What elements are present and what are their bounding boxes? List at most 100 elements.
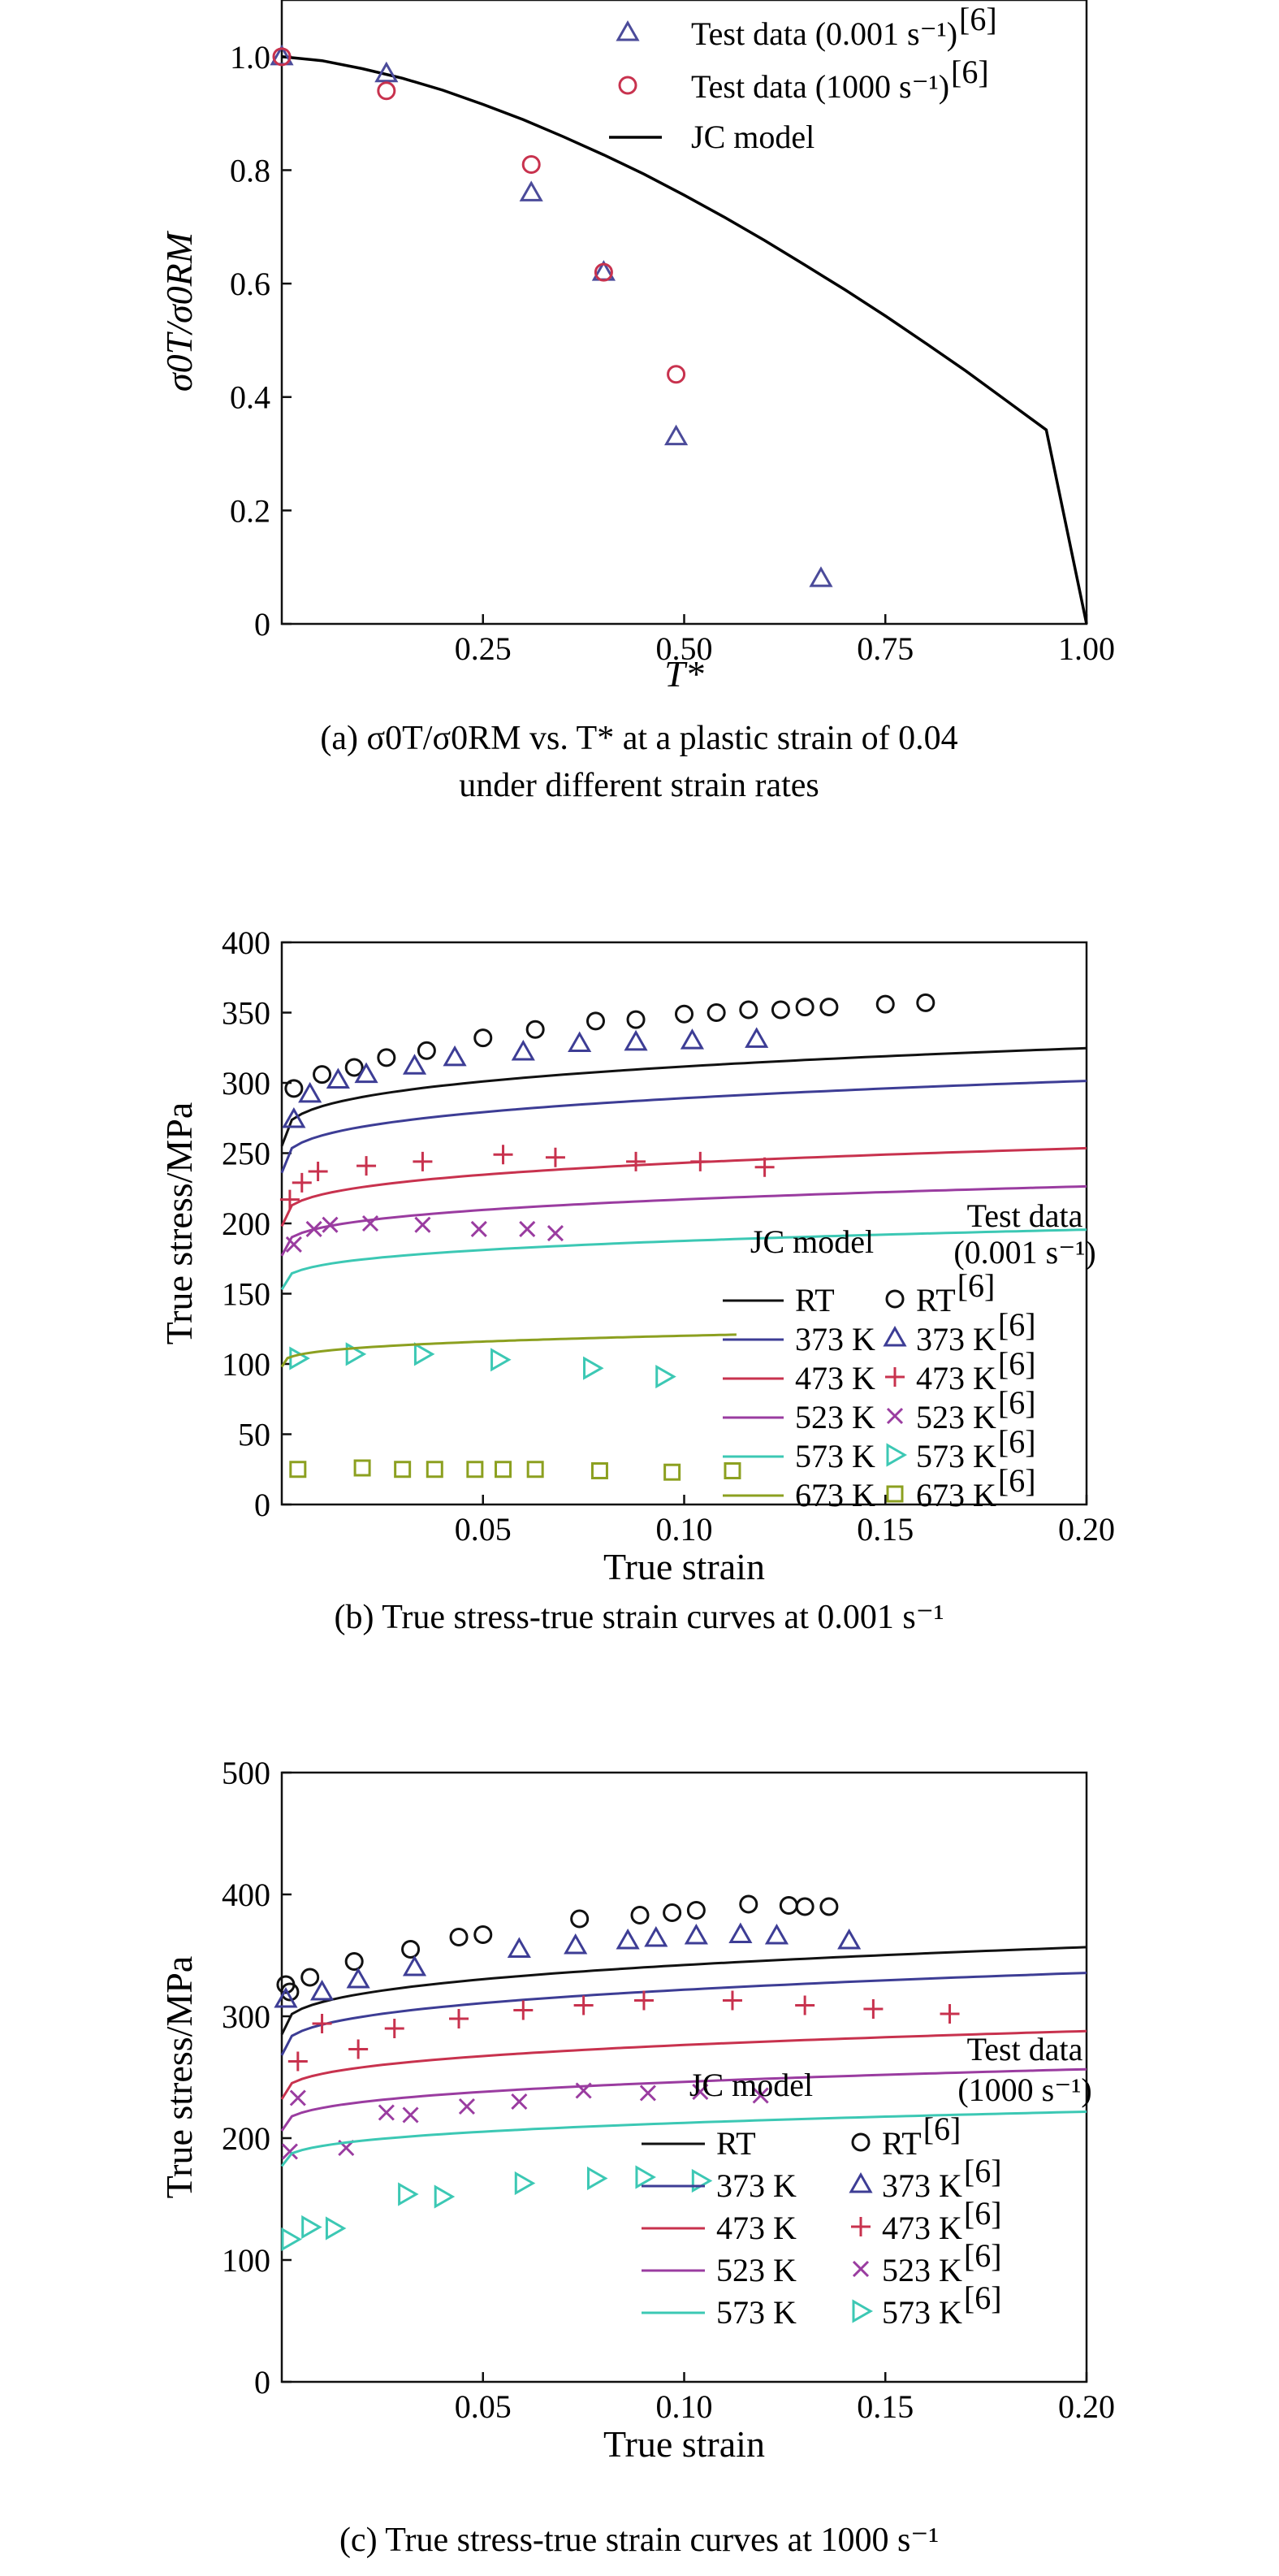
- x-tick-label: 0.50: [656, 630, 713, 667]
- legend-ref: [6]: [964, 2195, 1002, 2232]
- legend-label: Test data (0.001 s⁻¹): [691, 15, 957, 52]
- legend-ref: [6]: [959, 1, 997, 37]
- legend-ref: [6]: [998, 1345, 1036, 1382]
- test-point: [626, 1010, 646, 1029]
- x-tick-label: 0.05: [455, 1511, 512, 1548]
- test-point: [690, 1151, 711, 1171]
- legend-ref: [6]: [964, 2279, 1002, 2316]
- test-point: [514, 2171, 536, 2196]
- legend-test-label: 673 K: [916, 1477, 996, 1513]
- point-1000: [272, 47, 292, 67]
- test-point: [513, 2000, 534, 2020]
- test-point: [626, 1151, 646, 1171]
- legend-test-label: 523 K: [882, 2252, 962, 2288]
- test-point: [764, 1923, 789, 1945]
- x-tick-label: 0.15: [857, 1511, 914, 1548]
- x-tick-label: 1.00: [1058, 630, 1115, 667]
- test-point: [526, 1461, 544, 1478]
- legend-test-label: 373 K: [882, 2167, 962, 2204]
- jc-model-curve: [280, 2029, 1087, 2100]
- y-tick-label: 100: [222, 2242, 270, 2279]
- test-point: [443, 1045, 467, 1067]
- test-point: [590, 1461, 608, 1479]
- legend-marker: [886, 1485, 904, 1503]
- test-point: [413, 1342, 435, 1366]
- test-point: [346, 1967, 370, 1989]
- legend-ref: [6]: [923, 2111, 961, 2147]
- legend-model-label: 373 K: [795, 1321, 875, 1357]
- legend-test-label: 573 K: [916, 1438, 996, 1474]
- test-point: [771, 1000, 790, 1020]
- test-point: [470, 1220, 487, 1237]
- test-point: [417, 1041, 436, 1060]
- test-point: [434, 2184, 456, 2209]
- legend-title-model: JC model: [689, 2067, 813, 2103]
- y-tick-label: 150: [222, 1276, 270, 1313]
- test-point: [684, 1923, 708, 1945]
- legend-title-test-rate: (1000 s⁻¹): [957, 2072, 1091, 2108]
- test-point: [940, 2004, 960, 2024]
- y-tick-label: 200: [222, 1206, 270, 1242]
- test-point: [633, 1990, 654, 2011]
- legend-model-label: 373 K: [716, 2167, 797, 2204]
- test-point: [692, 2083, 709, 2101]
- test-point: [511, 2093, 528, 2111]
- legend-marker: [849, 2171, 873, 2193]
- test-point: [547, 1225, 564, 1242]
- legend-test-label: 473 K: [916, 1360, 996, 1396]
- test-point: [384, 2019, 404, 2038]
- test-point: [344, 1952, 364, 1971]
- test-point: [449, 1928, 469, 1946]
- legend-model-label: 673 K: [795, 1477, 875, 1513]
- test-point: [875, 994, 895, 1014]
- x-tick-label: 0.10: [656, 1511, 713, 1548]
- y-tick-label: 50: [238, 1417, 270, 1453]
- y-tick-label: 350: [222, 995, 270, 1032]
- test-point: [282, 1106, 306, 1128]
- x-tick-label: 0.10: [656, 2388, 713, 2425]
- y-tick-label: 250: [222, 1136, 270, 1172]
- jc-model-curve: [280, 1333, 737, 1368]
- legend-test-label: 373 K: [916, 1321, 996, 1357]
- test-point: [663, 1463, 681, 1481]
- test-point: [413, 1151, 433, 1171]
- test-point: [916, 993, 935, 1012]
- point-1000: [377, 81, 396, 101]
- y-tick-label: 100: [222, 1346, 270, 1383]
- test-point: [298, 1081, 322, 1103]
- legend-marker: [852, 2299, 874, 2323]
- y-tick-label: 0.8: [230, 152, 270, 188]
- legend-title-test: Test data: [967, 1197, 1083, 1234]
- test-point: [394, 1461, 412, 1478]
- y-axis-label: σ0T/σ0RM: [158, 230, 200, 392]
- test-point: [308, 1161, 328, 1181]
- test-point: [564, 1933, 588, 1955]
- legend-marker: [885, 1289, 905, 1309]
- legend-test-label: 523 K: [916, 1399, 996, 1435]
- y-tick-label: 400: [222, 1877, 270, 1913]
- test-point: [473, 1028, 493, 1048]
- x-tick-label: 0.20: [1058, 2388, 1115, 2425]
- jc-model-curve: [280, 2067, 1087, 2132]
- jc-model-curve: [280, 1946, 1087, 2036]
- test-point: [585, 1011, 605, 1031]
- x-tick-label: 0.05: [455, 2388, 512, 2425]
- legend-model-label: RT: [795, 1282, 835, 1318]
- test-point: [507, 1937, 531, 1958]
- point-0001: [519, 180, 543, 201]
- jc-model-curve: [280, 1046, 1087, 1147]
- test-point: [724, 1461, 741, 1479]
- test-point: [353, 1459, 371, 1477]
- test-point: [495, 1461, 512, 1478]
- panel-a: 0.25 0.50 0.75 1.00 0 0.2 0.4 0.6 0.8 1.0 σ0T/σ0RM…: [158, 0, 1115, 804]
- point-1000: [521, 154, 541, 174]
- test-point: [795, 998, 814, 1017]
- legend-ref: [6]: [998, 1462, 1036, 1499]
- caption-a-line2: under different strain rates: [459, 767, 819, 804]
- test-point: [754, 1157, 775, 1177]
- test-point: [287, 2051, 308, 2072]
- jc-model-curve: [280, 1228, 1087, 1291]
- test-point: [573, 1995, 594, 2015]
- test-point: [292, 1172, 312, 1193]
